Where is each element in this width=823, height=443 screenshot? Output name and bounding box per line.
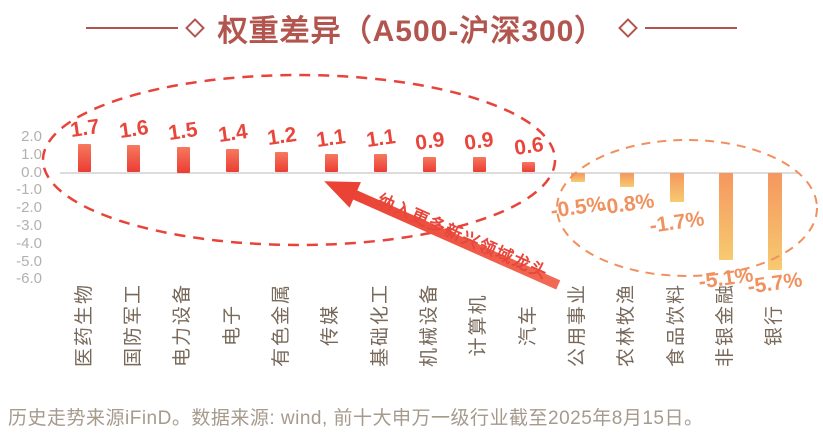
y-tick-label: -4.0 [16,234,42,252]
bar [226,148,240,173]
category-label: 基础化工 [369,283,391,368]
category-label: 机械设备 [418,283,440,368]
bar [176,147,190,173]
bar [570,173,585,182]
category-label: 医药生物 [73,283,95,368]
arrow-head-icon [318,168,361,208]
title-decor-line-left [85,27,178,29]
y-tick-label: 2.0 [21,127,42,145]
bar [275,152,289,173]
bar [768,173,783,270]
title-row: 权重差异（A500-沪深300） [0,6,823,50]
category-label: 传媒 [320,304,342,347]
bar [669,173,684,202]
title-decor-line-right [645,27,738,29]
source-note: 历史走势来源iFinD。数据来源: wind, 前十大申万一级行业截至2025年… [8,408,704,429]
category-label: 银行 [764,304,786,347]
y-tick-label: -1.0 [16,181,42,199]
bar [620,173,635,187]
diamond-icon [618,18,639,38]
y-tick-label: -6.0 [16,270,42,288]
y-tick-label: 0.0 [21,163,42,181]
diamond-icon [184,18,205,38]
category-label: 有色金属 [270,283,292,368]
title-decor-left [85,18,205,38]
category-label: 非银金融 [714,283,736,368]
category-label: 电子 [221,304,243,347]
category-label: 电力设备 [172,283,194,368]
bar [374,153,388,173]
bar [423,157,437,173]
category-label: 国防军工 [122,283,144,368]
category-label: 计算机 [468,293,490,357]
page-title: 权重差异（A500-沪深300） [217,15,606,48]
y-tick-label: 1.0 [21,145,42,163]
bar [522,162,536,173]
bar [127,145,141,173]
category-label: 农林牧渔 [616,283,638,368]
bar [718,173,733,260]
y-tick-label: -3.0 [16,216,42,234]
title-decor-right [618,18,738,38]
y-tick-label: -2.0 [16,199,42,217]
zero-axis-line [60,172,798,174]
y-tick-label: -5.0 [16,252,42,270]
category-label: 食品饮料 [665,283,687,368]
bar [78,143,92,173]
bar [472,157,486,173]
